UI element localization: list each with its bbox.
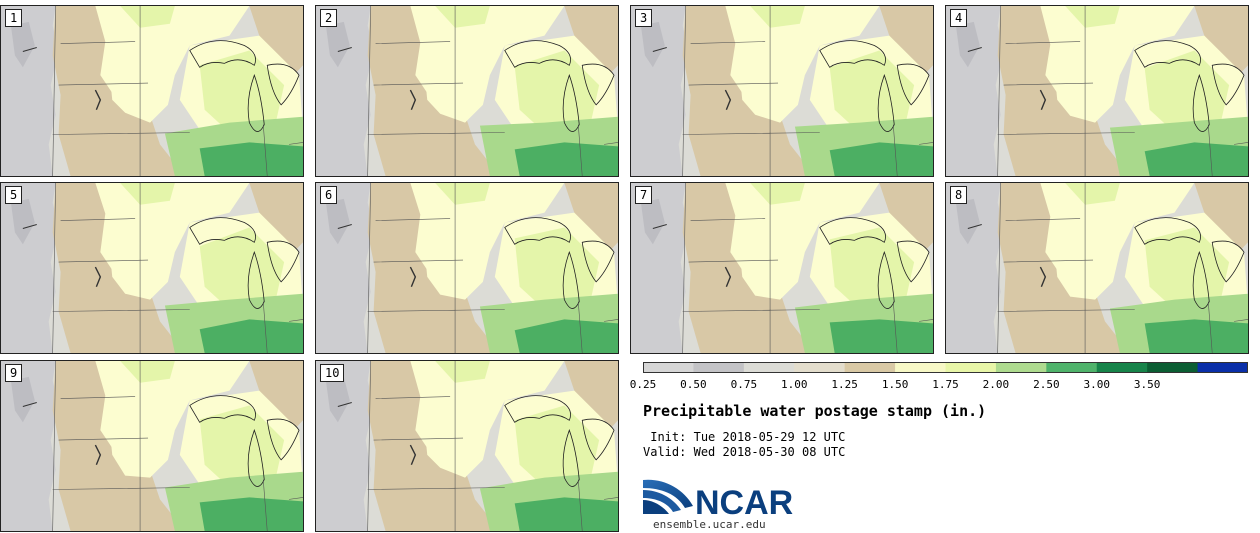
map — [316, 361, 618, 531]
ncar-logo-text: NCAR — [695, 484, 793, 522]
colorbar-tick-label: 0.25 — [629, 378, 657, 391]
member-panel[interactable]: 10 — [315, 360, 619, 532]
colorbar-swatch — [1147, 362, 1199, 373]
valid-label: Valid: — [643, 445, 687, 459]
init-value: Tue 2018-05-29 12 UTC — [693, 430, 846, 444]
colorbar-tick-label: 1.25 — [831, 378, 858, 391]
map — [946, 6, 1248, 176]
map — [1, 361, 303, 531]
member-number: 8 — [950, 186, 968, 204]
colorbar-tick-label: 3.50 — [1133, 378, 1161, 391]
map — [631, 6, 933, 176]
colorbar-swatch — [794, 362, 846, 373]
map — [1, 183, 303, 353]
colorbar-swatch — [1197, 362, 1248, 373]
member-number: 6 — [320, 186, 338, 204]
colorbar-swatch — [1096, 362, 1148, 373]
member-panel[interactable]: 1 — [0, 5, 304, 177]
colorbar-swatch — [693, 362, 745, 373]
member-number: 5 — [5, 186, 23, 204]
colorbar-frame — [643, 362, 1248, 373]
init-time: Init: Tue 2018-05-29 12 UTC — [643, 430, 845, 444]
member-number: 1 — [5, 9, 23, 27]
colorbar-swatch — [743, 362, 795, 373]
map — [316, 6, 618, 176]
valid-time: Valid: Wed 2018-05-30 08 UTC — [643, 445, 845, 459]
chart-title: Precipitable water postage stamp (in.) — [643, 402, 987, 420]
colorbar-swatch — [1046, 362, 1098, 373]
map — [946, 183, 1248, 353]
member-panel[interactable]: 2 — [315, 5, 619, 177]
colorbar-tick-label: 2.00 — [982, 378, 1010, 391]
colorbar-tick-label: 1.75 — [932, 378, 959, 391]
map — [1, 6, 303, 176]
colorbar-tick-label: 1.50 — [881, 378, 909, 391]
colorbar-swatch — [844, 362, 896, 373]
member-panel[interactable]: 9 — [0, 360, 304, 532]
colorbar-tick-label: 2.50 — [1033, 378, 1060, 391]
site-url[interactable]: ensemble.ucar.edu — [653, 518, 766, 531]
colorbar-swatch — [945, 362, 997, 373]
colorbar-tick-label: 3.00 — [1083, 378, 1111, 391]
member-panel[interactable]: 4 — [945, 5, 1249, 177]
member-number: 4 — [950, 9, 968, 27]
member-number: 9 — [5, 364, 23, 382]
colorbar-tick-label: 1.00 — [781, 378, 808, 391]
ncar-logo: NCAR — [643, 479, 793, 522]
colorbar-tick-label: 0.75 — [730, 378, 758, 391]
member-panel[interactable]: 7 — [630, 182, 934, 354]
valid-value: Wed 2018-05-30 08 UTC — [693, 445, 846, 459]
colorbar-swatch — [643, 362, 694, 373]
colorbar-swatch — [895, 362, 946, 373]
member-panel[interactable]: 5 — [0, 182, 304, 354]
member-panel[interactable]: 8 — [945, 182, 1249, 354]
map — [316, 183, 618, 353]
colorbar-tick-label: 0.50 — [680, 378, 707, 391]
member-panel[interactable]: 3 — [630, 5, 934, 177]
member-panel[interactable]: 6 — [315, 182, 619, 354]
member-number: 10 — [320, 364, 345, 382]
colorbar — [643, 362, 1248, 373]
init-label: Init: — [643, 430, 687, 444]
member-number: 2 — [320, 9, 338, 27]
map — [631, 183, 933, 353]
colorbar-swatch — [995, 362, 1047, 373]
member-number: 7 — [635, 186, 653, 204]
member-number: 3 — [635, 9, 653, 27]
